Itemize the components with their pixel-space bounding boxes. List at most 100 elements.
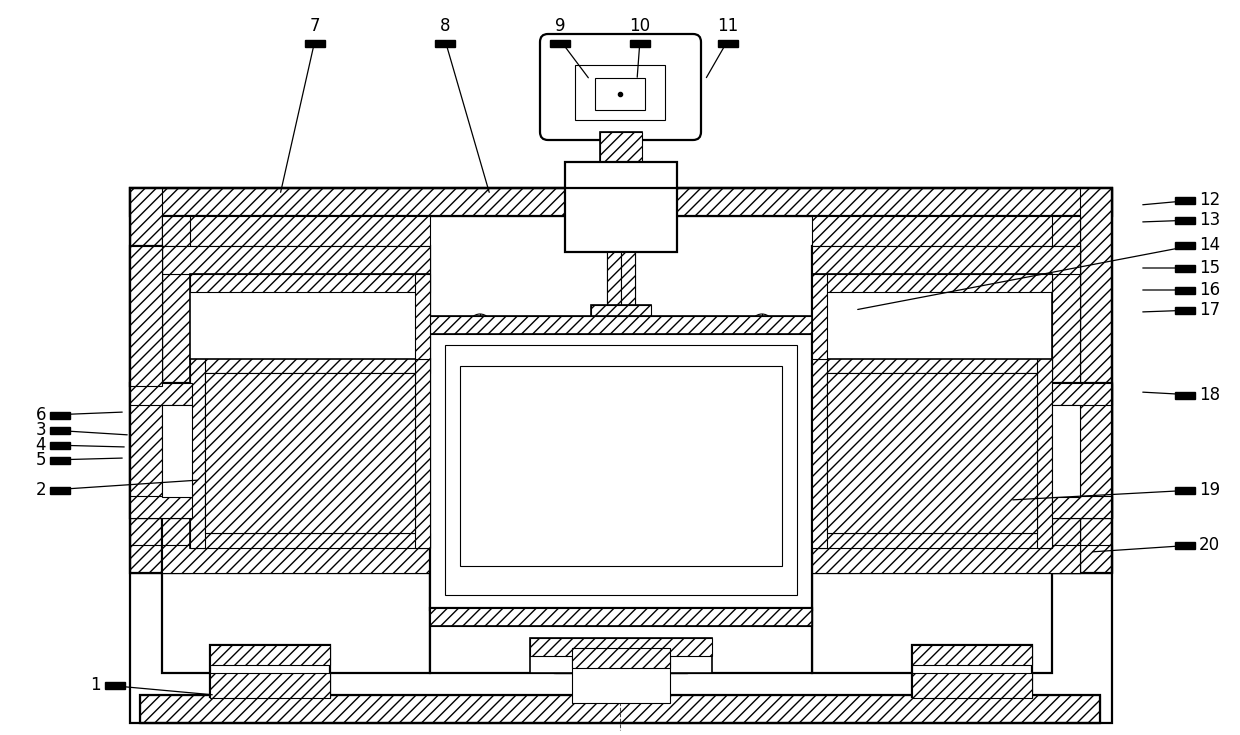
Bar (130, 246, 162, 386)
Text: 14: 14 (1199, 236, 1220, 254)
Bar (130, 246, 162, 386)
Bar (130, 188, 1112, 216)
Bar (1176, 392, 1195, 398)
Bar (130, 496, 192, 518)
Bar (812, 274, 827, 359)
Bar (529, 638, 712, 656)
Bar (595, 78, 645, 110)
Bar (162, 573, 430, 673)
Bar (608, 252, 621, 310)
Text: 2: 2 (36, 481, 46, 499)
Bar (430, 316, 812, 334)
Bar (608, 252, 635, 310)
Bar (1052, 216, 1080, 326)
Bar (1037, 358, 1052, 548)
Bar (130, 383, 192, 518)
Text: 3: 3 (36, 421, 46, 439)
Bar (140, 695, 1100, 723)
Bar (812, 358, 1052, 373)
Bar (162, 246, 430, 274)
Bar (435, 40, 455, 47)
Bar (415, 274, 430, 359)
Bar (1080, 188, 1112, 573)
Bar (162, 246, 430, 573)
Text: 16: 16 (1199, 281, 1220, 299)
Text: 6: 6 (36, 406, 46, 424)
Bar (630, 40, 650, 47)
Bar (162, 246, 190, 573)
Bar (162, 545, 430, 573)
Bar (812, 533, 1052, 548)
Bar (1176, 487, 1195, 493)
Bar (130, 383, 162, 518)
Bar (162, 216, 190, 326)
Bar (556, 650, 687, 673)
Bar (130, 383, 192, 405)
Bar (572, 648, 670, 703)
Bar (190, 274, 430, 359)
Bar (210, 673, 330, 698)
Bar (130, 188, 1112, 216)
Bar (50, 456, 69, 464)
Bar (591, 305, 651, 330)
Bar (1176, 242, 1195, 248)
Bar (190, 274, 430, 292)
Bar (911, 645, 1032, 665)
Bar (130, 545, 1112, 573)
Bar (430, 608, 812, 626)
Text: 12: 12 (1199, 191, 1220, 209)
Bar (162, 405, 192, 497)
Bar (140, 695, 1100, 723)
Text: 1: 1 (91, 676, 100, 694)
Bar (575, 65, 665, 120)
Text: 19: 19 (1199, 481, 1220, 499)
Bar (600, 132, 642, 162)
Bar (1176, 196, 1195, 204)
Bar (1052, 405, 1080, 497)
Bar (162, 216, 430, 246)
Bar (827, 373, 1037, 533)
Bar (190, 358, 430, 373)
Bar (1080, 383, 1112, 518)
Bar (591, 305, 651, 317)
Text: 7: 7 (310, 17, 320, 35)
Bar (600, 132, 642, 162)
Bar (812, 274, 1052, 292)
Bar (551, 40, 570, 47)
Bar (1176, 542, 1195, 548)
Bar (50, 426, 69, 434)
Bar (50, 442, 69, 448)
Bar (415, 358, 430, 548)
Bar (1176, 217, 1195, 223)
Bar (1052, 383, 1112, 518)
Bar (529, 638, 712, 673)
Bar (1052, 496, 1112, 518)
Bar (572, 648, 670, 668)
Bar (911, 673, 1032, 698)
Bar (210, 645, 330, 665)
Bar (556, 625, 687, 673)
Bar (812, 545, 1080, 573)
Bar (430, 608, 812, 626)
Text: 15: 15 (1199, 259, 1220, 277)
Bar (430, 330, 812, 610)
Bar (1052, 246, 1080, 573)
Text: 20: 20 (1199, 536, 1220, 554)
Text: 5: 5 (36, 451, 46, 469)
Text: 11: 11 (718, 17, 739, 35)
Bar (190, 533, 430, 548)
Bar (718, 40, 738, 47)
Bar (812, 358, 827, 548)
Bar (105, 681, 125, 689)
Bar (1052, 383, 1112, 405)
Text: 10: 10 (630, 17, 651, 35)
Bar (812, 216, 1080, 246)
Bar (911, 645, 1032, 697)
Bar (50, 412, 69, 418)
Text: 13: 13 (1199, 211, 1220, 229)
Bar (445, 345, 797, 595)
Bar (812, 358, 1052, 548)
Bar (812, 274, 1052, 359)
Bar (1176, 287, 1195, 293)
Bar (565, 162, 677, 252)
